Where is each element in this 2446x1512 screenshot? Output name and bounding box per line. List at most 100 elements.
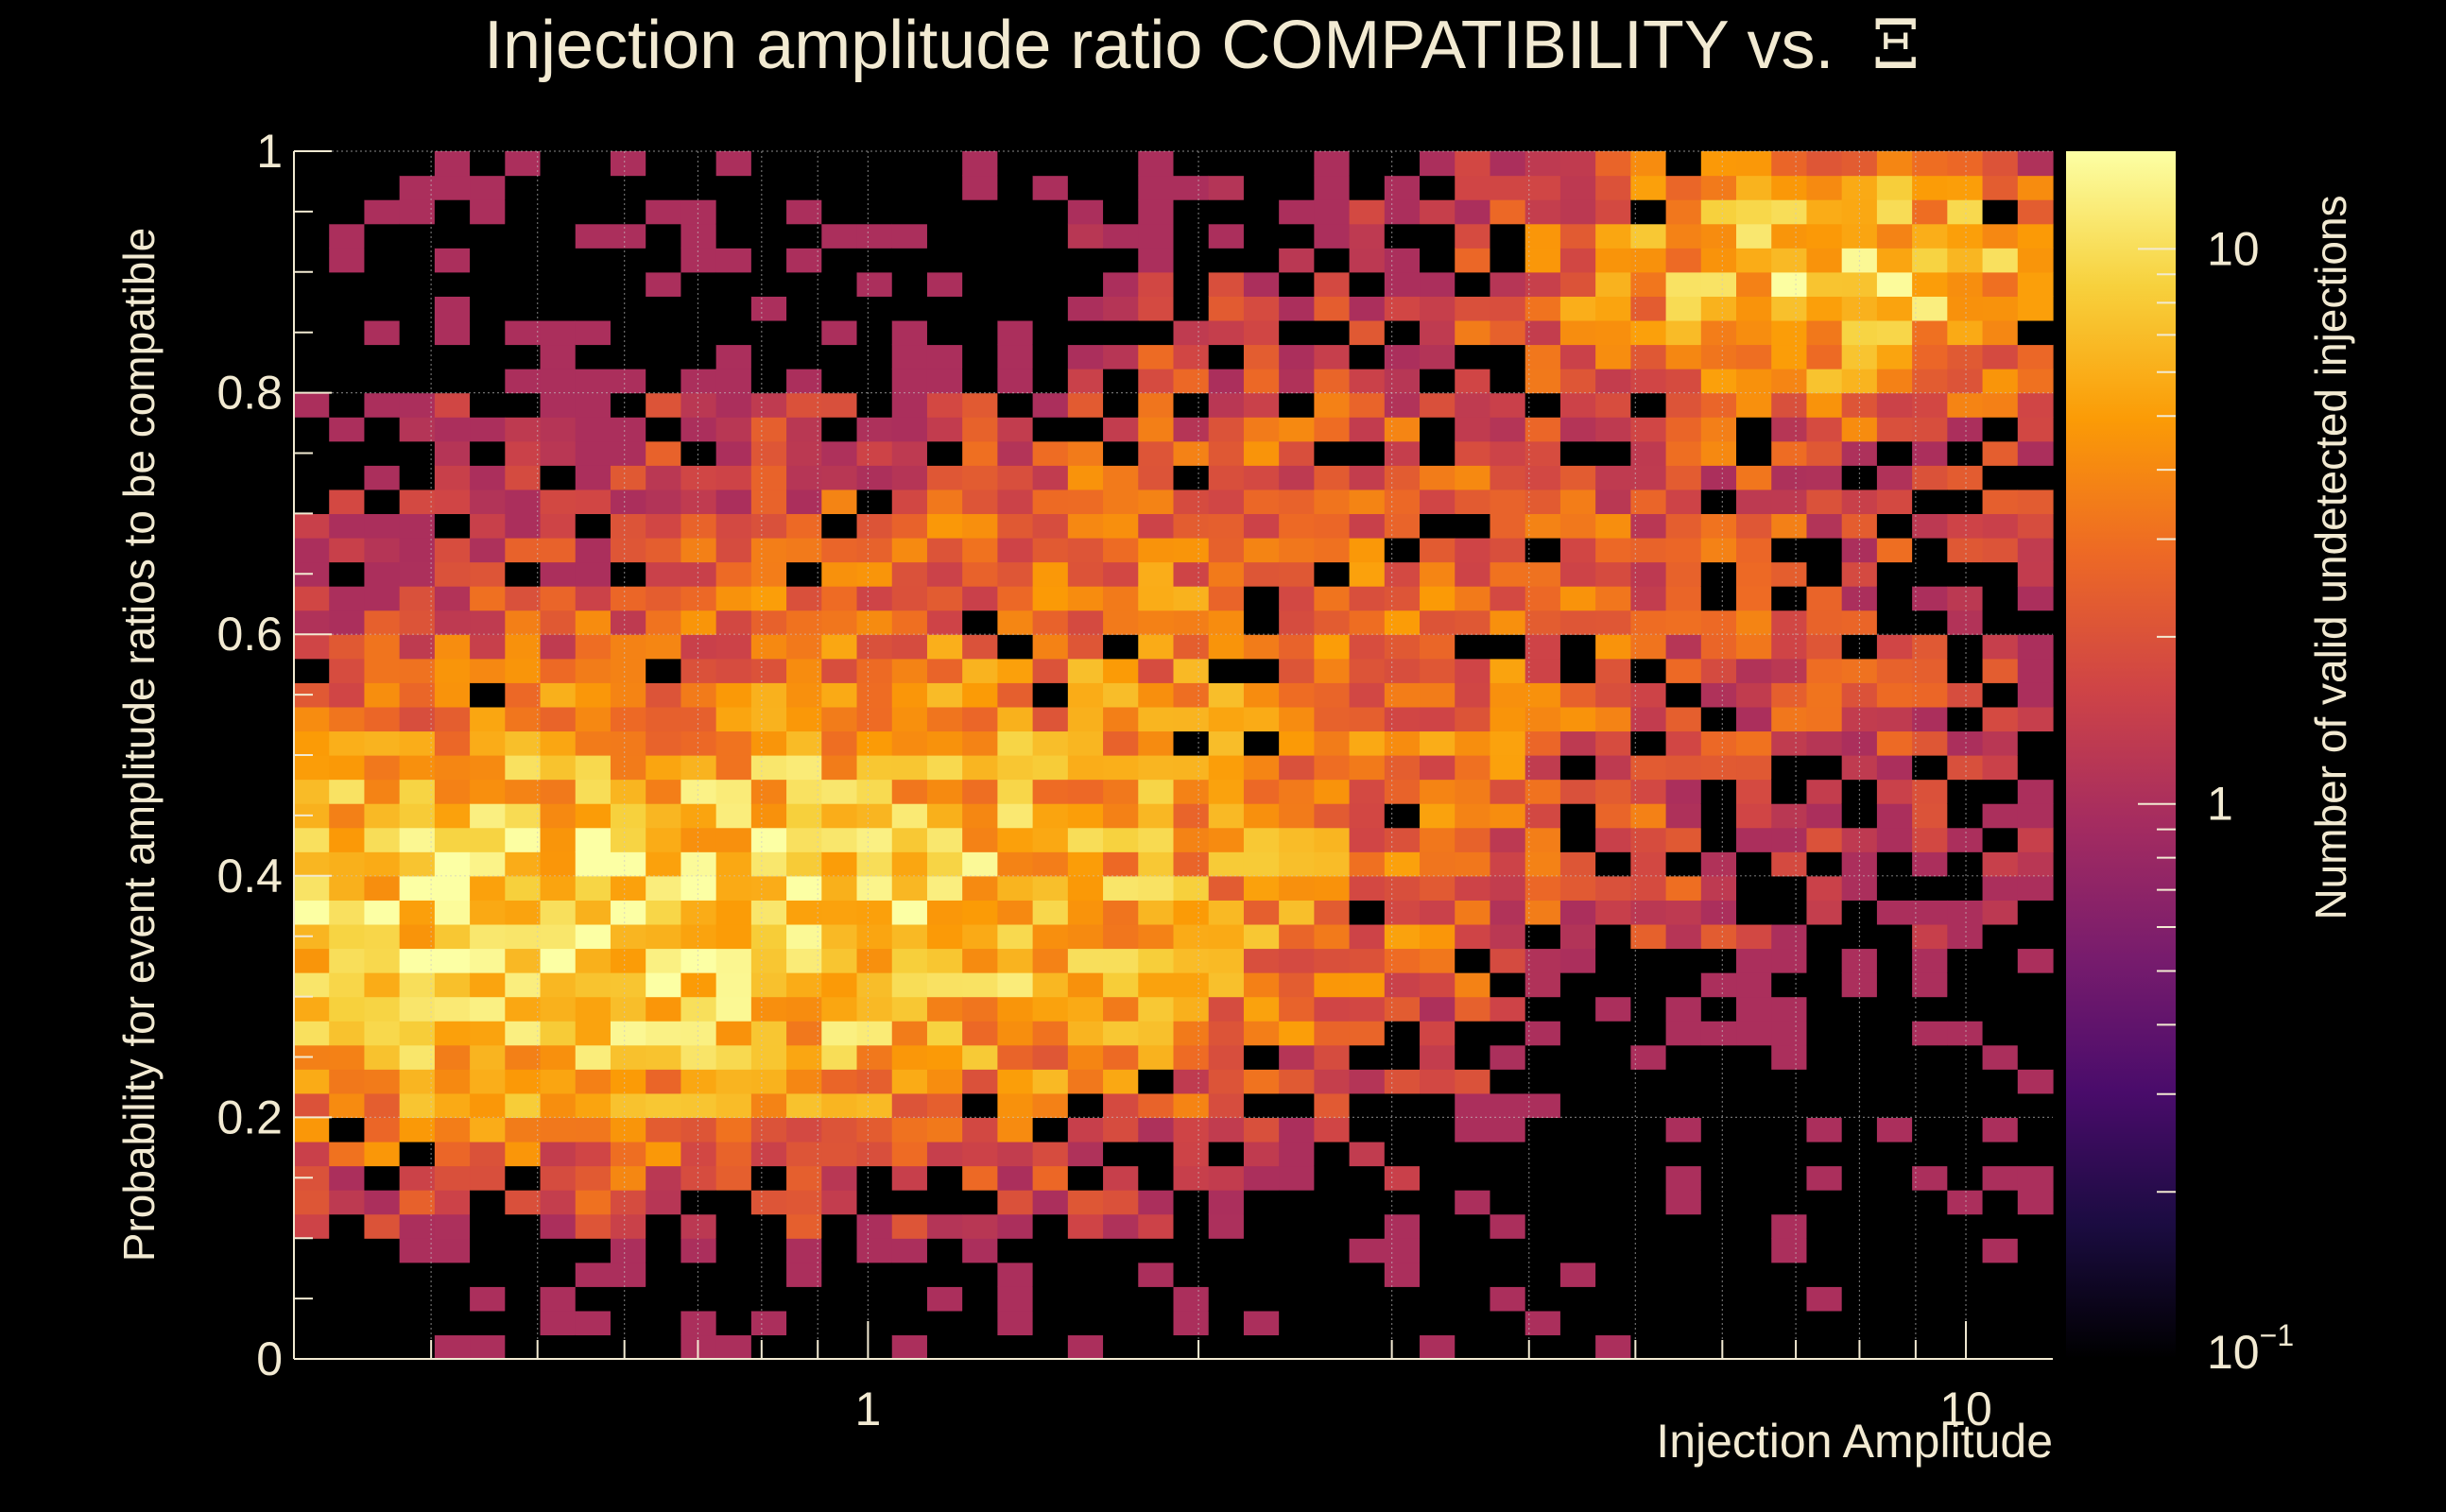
heatmap-cell [1947,537,1984,563]
heatmap-cell [1455,248,1491,273]
heatmap-cell [1067,296,1104,321]
heatmap-cell [364,972,401,998]
heatmap-cell [1771,296,1808,321]
heatmap-cell [1173,1310,1210,1336]
heatmap-cell [891,1069,928,1094]
heatmap-cell [1314,948,1351,973]
heatmap-cell [646,634,682,660]
heatmap-cell [399,248,436,273]
heatmap-cell [2017,900,2054,925]
heatmap-cell [750,1141,787,1167]
heatmap-cell [434,248,471,273]
heatmap-cell [750,1334,787,1360]
heatmap-cell [470,1310,506,1336]
heatmap-cell [646,875,682,901]
heatmap-cell [997,151,1034,177]
heatmap-cell [926,1044,963,1070]
heatmap-cell [575,175,612,200]
heatmap-cell [1490,779,1526,804]
heatmap-cell [1490,1310,1526,1336]
heatmap-cell [1806,1021,1843,1046]
heatmap-cell [1349,1213,1386,1239]
heatmap-cell [962,175,998,200]
heatmap-cell [786,369,822,394]
heatmap-cell [1912,344,1948,369]
heatmap-cell [505,1021,542,1046]
heatmap-cell [786,417,822,442]
heatmap-cell [364,513,401,539]
heatmap-cell [434,1190,471,1215]
heatmap-cell [1736,175,1772,200]
heatmap-cell [646,1238,682,1263]
heatmap-cell [2017,803,2054,829]
heatmap-cell [926,851,963,877]
heatmap-cell [1806,344,1843,369]
heatmap-cell [1384,1334,1421,1360]
y-tick-label: 0.8 [216,367,283,420]
heatmap-cell [1559,1286,1596,1312]
heatmap-cell [715,1190,752,1215]
heatmap-cell [1314,755,1351,781]
heatmap-cell [750,561,787,587]
heatmap-cell [1700,1213,1737,1239]
heatmap-cell [540,1213,577,1239]
heatmap-cell [434,851,471,877]
heatmap-cell [1665,392,1702,418]
heatmap-cell [1490,319,1526,346]
heatmap-cell [1349,1262,1386,1287]
heatmap-cell [1314,1238,1351,1263]
heatmap-cell [1103,465,1139,490]
heatmap-cell [1736,465,1772,490]
heatmap-cell [1420,319,1456,346]
heatmap-cell [610,1069,646,1094]
heatmap-cell [434,658,471,683]
heatmap-cell [329,223,366,249]
heatmap-cell [715,199,752,225]
heatmap-cell [364,706,401,732]
heatmap-cell [610,1117,646,1143]
heatmap-cell [1138,1141,1175,1167]
heatmap-cell [470,755,506,781]
heatmap-cell [1630,319,1667,346]
heatmap-cell [1349,175,1386,200]
heatmap-cell [962,1262,998,1287]
heatmap-cell [1208,851,1245,877]
heatmap-cell [997,900,1034,925]
heatmap-cell [1982,900,2019,925]
heatmap-cell [575,440,612,466]
heatmap-cell [1524,875,1561,901]
heatmap-cell [750,1165,787,1191]
heatmap-cell [1208,923,1245,950]
heatmap-cell [926,319,963,346]
heatmap-cell [1559,803,1596,829]
heatmap-cell [1700,417,1737,442]
heatmap-cell [470,827,506,852]
heatmap-cell [2017,489,2054,514]
heatmap-cell [1420,296,1456,321]
heatmap-cell [1208,803,1245,829]
heatmap-cell [1490,1117,1526,1143]
heatmap-cell [1982,296,2019,321]
heatmap-cell [1736,369,1772,394]
heatmap-cell [399,1213,436,1239]
heatmap-cell [1314,1213,1351,1239]
heatmap-cell [1559,755,1596,781]
heatmap-cell [1455,296,1491,321]
heatmap-cell [329,803,366,829]
heatmap-cell [926,489,963,514]
heatmap-cell [1455,1044,1491,1070]
heatmap-cell [1138,223,1175,249]
heatmap-cell [1700,586,1737,611]
heatmap-cell [786,392,822,418]
heatmap-cell [1841,1262,1878,1287]
heatmap-cell [1630,972,1667,998]
heatmap-cell [646,755,682,781]
heatmap-cell [1595,900,1631,925]
heatmap-cell [2017,610,2054,635]
heatmap-cell [1806,779,1843,804]
heatmap-cell [962,1286,998,1312]
heatmap-cell [1524,1044,1561,1070]
heatmap-cell [1420,1213,1456,1239]
heatmap-cell [329,175,366,200]
heatmap-cell [1982,1092,2019,1118]
